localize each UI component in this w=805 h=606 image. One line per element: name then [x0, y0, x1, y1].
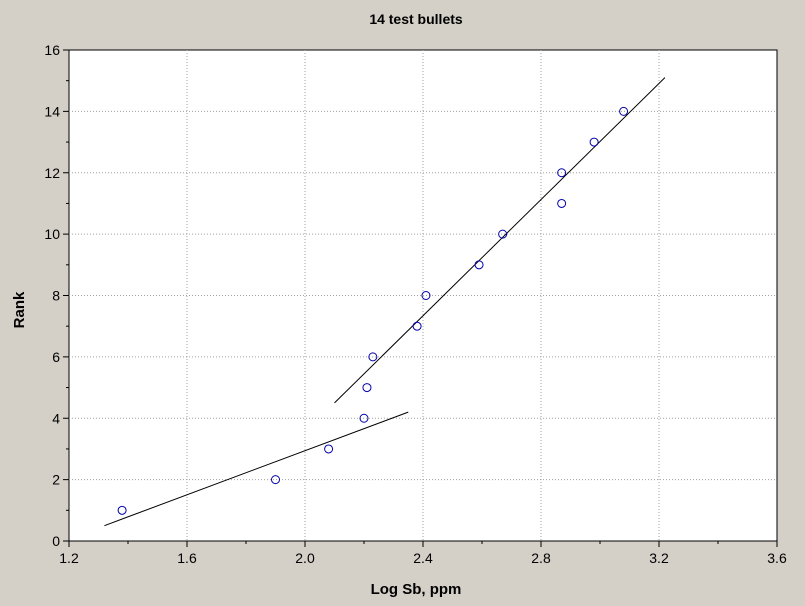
- x-tick-label: 3.2: [649, 550, 669, 566]
- y-tick-label: 0: [52, 533, 60, 549]
- data-point: [557, 198, 567, 208]
- data-point: [557, 168, 567, 178]
- y-axis-label: Rank: [11, 291, 28, 328]
- x-axis-label: Log Sb, ppm: [371, 581, 462, 598]
- y-tick-label: 4: [52, 410, 60, 426]
- x-tick-label: 3.6: [767, 550, 787, 566]
- fit-line-1: [104, 411, 409, 527]
- x-tick-label: 1.6: [177, 550, 197, 566]
- data-point: [368, 352, 378, 362]
- x-tick-label: 2.8: [531, 550, 551, 566]
- y-tick-label: 14: [44, 103, 60, 119]
- data-point: [117, 505, 127, 515]
- x-tick-label: 2.4: [413, 550, 433, 566]
- x-tick-label: 2.0: [295, 550, 315, 566]
- y-tick-label: 8: [52, 288, 60, 304]
- data-point: [589, 137, 599, 147]
- fit-line-2: [334, 77, 666, 404]
- data-point: [324, 444, 334, 454]
- data-point: [474, 260, 484, 270]
- y-tick-label: 16: [44, 42, 60, 58]
- y-tick-label: 12: [44, 165, 60, 181]
- data-point: [359, 413, 369, 423]
- data-point: [619, 106, 629, 116]
- x-tick-label: 1.2: [59, 550, 79, 566]
- data-point: [412, 321, 422, 331]
- data-point: [421, 291, 431, 300]
- y-tick-label: 2: [52, 472, 60, 488]
- y-tick-label: 6: [52, 349, 60, 365]
- chart-title: 14 test bullets: [369, 11, 463, 27]
- data-point: [498, 229, 508, 239]
- y-tick-label: 10: [44, 226, 60, 242]
- data-point: [271, 475, 280, 485]
- data-point: [362, 383, 372, 393]
